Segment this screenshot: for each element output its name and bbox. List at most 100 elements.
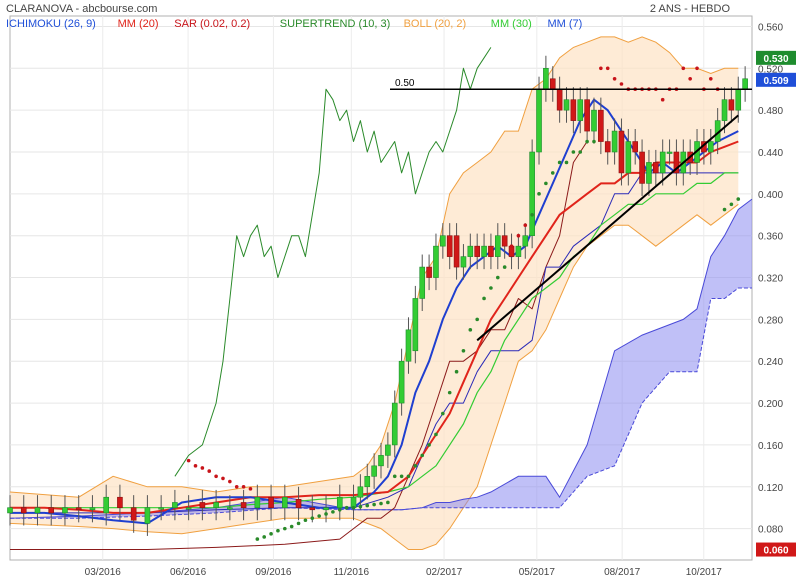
y-tick-label: 0.240 (758, 357, 783, 368)
candle-down (426, 266, 432, 278)
candle-up (405, 329, 412, 362)
y-tick-label: 0.320 (758, 274, 783, 285)
candle-up (385, 444, 391, 456)
candle-down (501, 235, 508, 247)
price-tag-box (756, 72, 796, 87)
sar-dot (722, 207, 727, 212)
sar-dot (516, 233, 521, 238)
sar-dot (447, 390, 452, 395)
sar-dot (324, 512, 328, 516)
resistance-label: 0.50 (395, 78, 415, 89)
candle-down (653, 162, 659, 174)
price-tag-box (756, 542, 796, 557)
sar-dot (331, 510, 335, 514)
candle-down (549, 78, 556, 90)
y-tick-label: 0.440 (758, 148, 783, 159)
sar-dot (523, 223, 528, 228)
candle-up (144, 507, 151, 524)
sar-dot (406, 474, 411, 479)
sar-dot (509, 244, 514, 248)
sar-dot (193, 464, 198, 468)
candle-up (543, 68, 549, 90)
candle-down (20, 507, 27, 514)
candle-up (577, 99, 584, 121)
sar-dot (303, 518, 308, 523)
candle-down (632, 141, 639, 153)
candle-up (625, 141, 632, 174)
x-tick-label: 03/2016 (85, 567, 122, 578)
sar-dot (495, 275, 500, 280)
candle-up (103, 496, 109, 514)
sar-dot (729, 202, 734, 207)
sar-dot (420, 453, 425, 458)
candle-up (536, 88, 542, 153)
sar-dot (585, 139, 589, 144)
candle-down (295, 499, 302, 508)
y-tick-label: 0.360 (758, 232, 783, 243)
price-tag-box (756, 50, 796, 65)
sar-dot (599, 66, 603, 71)
x-tick-label: 10/2017 (686, 567, 723, 578)
cloud-lower-line (10, 287, 752, 519)
sar-dot (337, 507, 342, 512)
sar-dot (399, 474, 404, 479)
price-tag-label: 0.060 (763, 546, 788, 557)
candle-down (240, 502, 247, 508)
candle-down (618, 130, 625, 174)
sar-dot (578, 150, 583, 154)
y-tick-label: 0.200 (758, 399, 783, 410)
x-tick-label: 05/2017 (519, 567, 556, 578)
y-tick-label: 0.520 (758, 64, 783, 75)
candle-up (563, 99, 570, 111)
candles (7, 55, 748, 536)
bollinger-upper-line (9, 36, 739, 498)
sar-dot (537, 192, 541, 196)
candle-up (62, 507, 68, 514)
sar-dot (461, 348, 466, 353)
sar-dot (392, 474, 397, 479)
candle-up (7, 507, 13, 514)
sar-dot (214, 474, 218, 479)
candle-down (728, 99, 735, 111)
x-tick-label: 11/2016 (334, 567, 370, 578)
x-axis: 03/2016 06/2016 09/2016 11/2016 02/2017 05/20… (85, 567, 723, 578)
candle-up (433, 245, 439, 278)
sar-dot (255, 537, 260, 541)
candle-up (467, 245, 474, 257)
y-tick-label: 0.080 (758, 525, 783, 536)
legend-entry: BOLL (20, 2) (404, 18, 467, 30)
candle-down (556, 88, 563, 111)
sar-dot (248, 487, 253, 491)
candle-up (323, 507, 329, 511)
candle-up (591, 109, 597, 132)
candle-down (199, 502, 206, 508)
sar-dot (502, 265, 507, 269)
candle-up (227, 507, 233, 510)
candle-down (48, 507, 55, 514)
y-tick-label: 0.120 (758, 483, 783, 494)
sar-dot (612, 76, 617, 81)
candle-up (371, 465, 377, 477)
sar-dot (310, 516, 315, 520)
sar-dot (296, 521, 301, 526)
candle-up (89, 507, 96, 511)
annotations: 0.50 (390, 78, 752, 342)
sar-dot (427, 443, 431, 447)
sar-dot (289, 524, 294, 529)
sar-dot (228, 479, 232, 484)
sar-dot (441, 411, 445, 416)
candle-down (130, 507, 137, 521)
candle-up (398, 360, 405, 404)
sar-dot (262, 535, 267, 539)
sar-dot (379, 501, 383, 506)
sar-dot (544, 181, 548, 186)
sar-dot (358, 504, 363, 509)
y-tick-label: 0.400 (758, 190, 783, 201)
sar-dot (530, 212, 534, 217)
candle-up (646, 162, 652, 184)
candle-up (659, 151, 666, 174)
candle-up (666, 151, 673, 154)
legend-entry: MM (30) (491, 18, 532, 30)
sar-dot (736, 197, 741, 201)
